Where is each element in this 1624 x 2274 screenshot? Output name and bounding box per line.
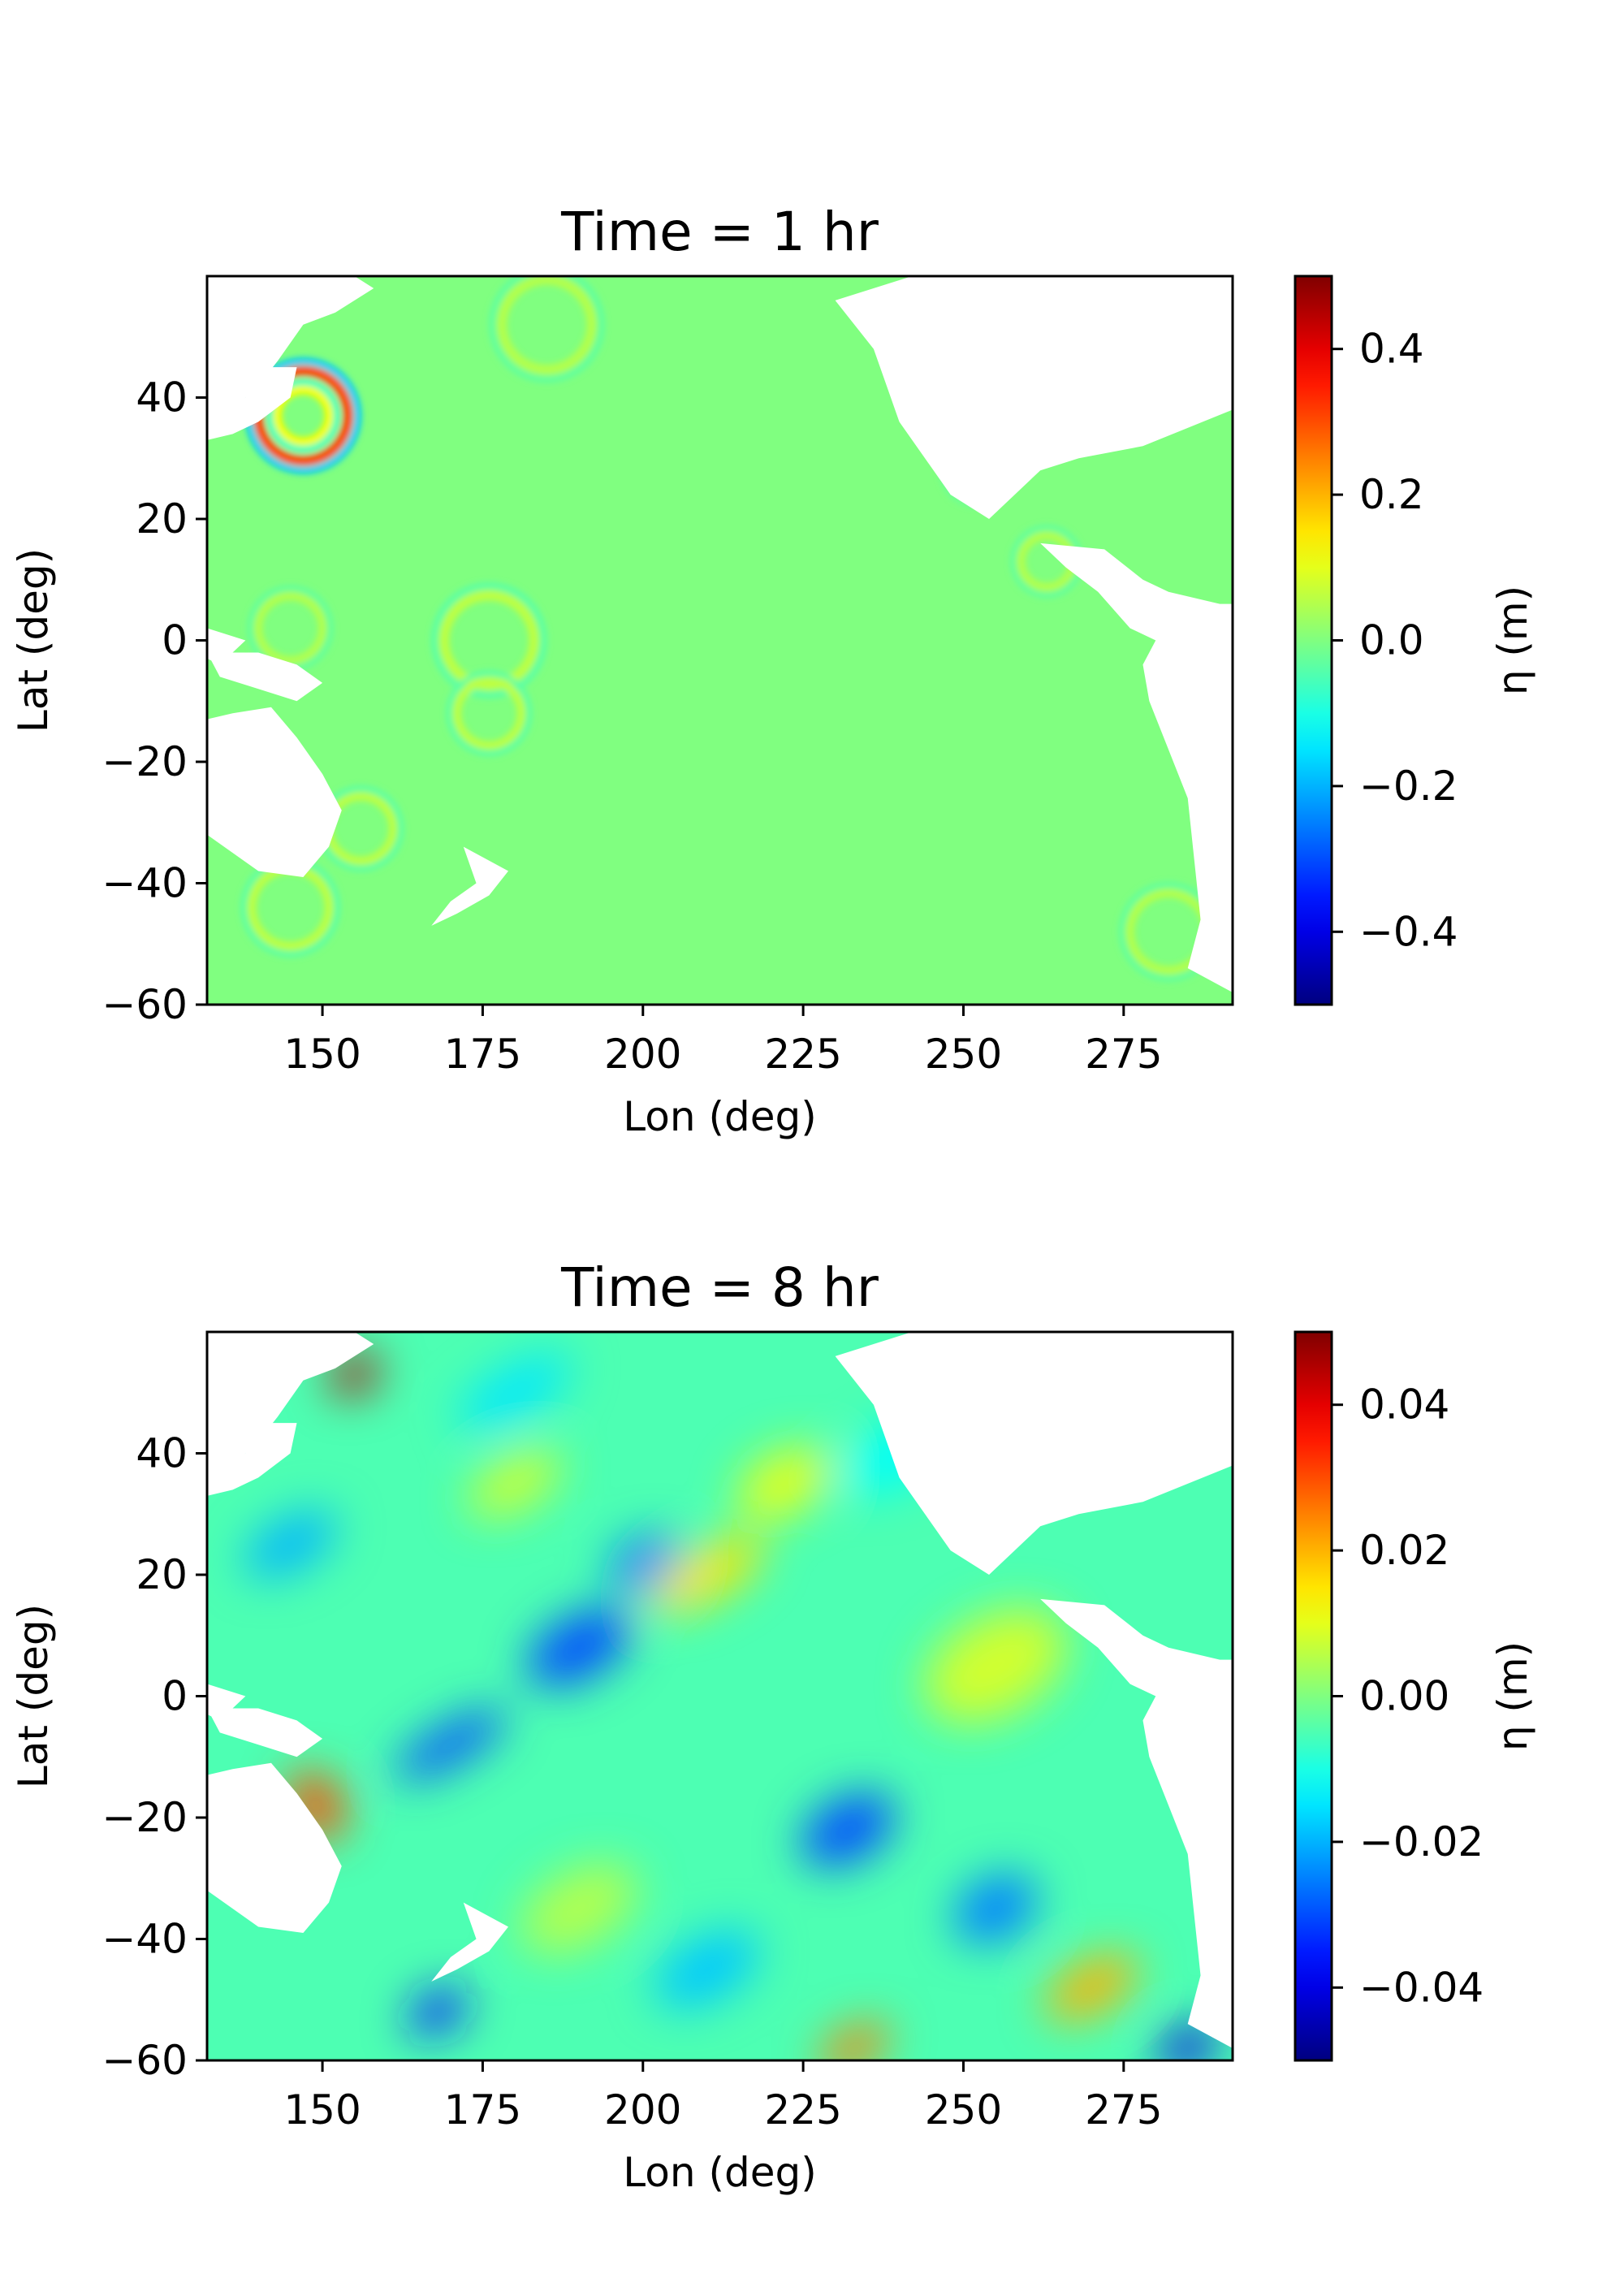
panel-1: 150 175 200 225 250 275 −60 −40 −20 0 20 40 Time = 1… bbox=[10, 201, 1536, 1140]
y-tick-label-40: 40 bbox=[136, 374, 188, 422]
colorbar-label: η (m) bbox=[1489, 1641, 1536, 1751]
colorbar-gradient bbox=[1295, 1332, 1332, 2060]
colorbar-tick-label-1: −0.02 bbox=[1359, 1818, 1484, 1865]
y-tick-label--20: −20 bbox=[102, 1794, 188, 1841]
colorbar: −0.04 −0.02 0.00 0.02 0.04 η (m) bbox=[1295, 1332, 1536, 2060]
x-tick-label-225: 225 bbox=[764, 2086, 841, 2133]
x-tick-label-175: 175 bbox=[444, 1031, 521, 1078]
chart-title: Time = 8 hr bbox=[560, 1256, 879, 1319]
y-tick-label--20: −20 bbox=[102, 738, 188, 785]
colorbar-tick-label-2: 0.00 bbox=[1359, 1673, 1449, 1720]
y-tick-label--60: −60 bbox=[102, 2037, 188, 2084]
x-tick-label-150: 150 bbox=[283, 2086, 361, 2133]
x-axis-label: Lon (deg) bbox=[623, 2149, 816, 2196]
x-tick-label-275: 275 bbox=[1085, 1031, 1162, 1078]
y-tick-label--60: −60 bbox=[102, 981, 188, 1028]
x-tick-label-150: 150 bbox=[283, 1031, 361, 1078]
x-tick-label-250: 250 bbox=[925, 2086, 1002, 2133]
colorbar-tick-label-1: −0.2 bbox=[1359, 763, 1458, 810]
colorbar-tick-label-2: 0.0 bbox=[1359, 617, 1424, 664]
colorbar-gradient bbox=[1295, 276, 1332, 1005]
x-tick-label-200: 200 bbox=[604, 2086, 681, 2133]
colorbar: −0.4 −0.2 0.0 0.2 0.4 η (m) bbox=[1295, 276, 1536, 1005]
colorbar-tick-label-0: −0.04 bbox=[1359, 1964, 1484, 2011]
chart-title: Time = 1 hr bbox=[560, 201, 879, 263]
heatmap-field bbox=[207, 270, 1233, 1005]
y-tick-label-20: 20 bbox=[136, 1551, 188, 1598]
y-tick-label--40: −40 bbox=[102, 860, 188, 907]
y-tick-label-0: 0 bbox=[162, 1673, 188, 1720]
y-tick-label-20: 20 bbox=[136, 495, 188, 543]
colorbar-tick-label-4: 0.4 bbox=[1359, 326, 1424, 373]
x-tick-label-225: 225 bbox=[764, 1031, 841, 1078]
colorbar-tick-label-4: 0.04 bbox=[1359, 1381, 1449, 1429]
y-tick-label-40: 40 bbox=[136, 1430, 188, 1477]
colorbar-tick-label-0: −0.4 bbox=[1359, 908, 1458, 955]
heatmap-field bbox=[207, 1332, 1233, 2083]
colorbar-tick-label-3: 0.2 bbox=[1359, 471, 1424, 518]
panel-2: 150 175 200 225 250 275 −60 −40 −20 0 20 40 Time = 8… bbox=[10, 1256, 1536, 2196]
y-axis-label: Lat (deg) bbox=[10, 1604, 57, 1788]
y-tick-label--40: −40 bbox=[102, 1916, 188, 1963]
x-tick-label-275: 275 bbox=[1085, 2086, 1162, 2133]
colorbar-label: η (m) bbox=[1489, 586, 1536, 695]
y-axis-label: Lat (deg) bbox=[10, 548, 57, 733]
x-tick-label-175: 175 bbox=[444, 2086, 521, 2133]
x-tick-label-200: 200 bbox=[604, 1031, 681, 1078]
x-axis-label: Lon (deg) bbox=[623, 1093, 816, 1140]
x-tick-label-250: 250 bbox=[925, 1031, 1002, 1078]
y-tick-label-0: 0 bbox=[162, 617, 188, 664]
colorbar-tick-label-3: 0.02 bbox=[1359, 1527, 1449, 1574]
